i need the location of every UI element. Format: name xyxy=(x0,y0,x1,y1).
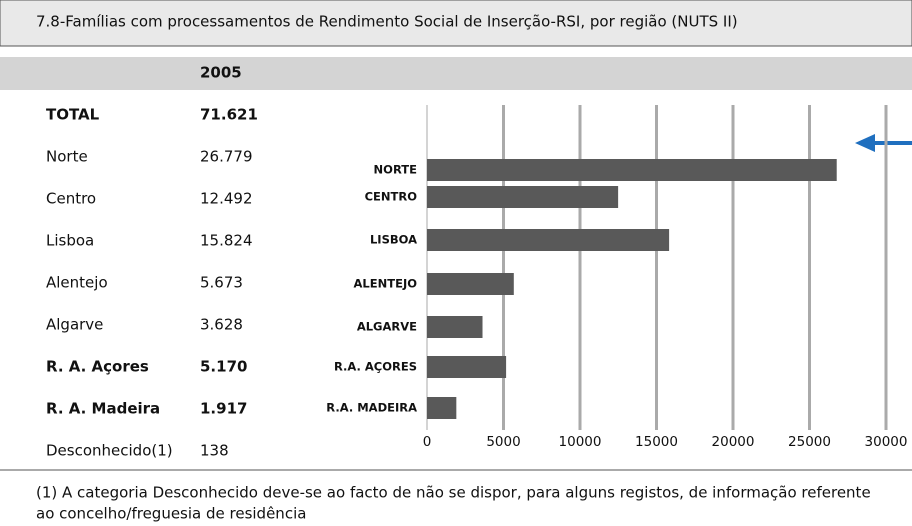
row-value: 1.917 xyxy=(200,400,247,418)
bar xyxy=(427,229,670,251)
category-label: NORTE xyxy=(374,163,418,177)
bar xyxy=(427,356,507,378)
category-label: R.A. MADEIRA xyxy=(326,401,417,415)
x-tick-label: 30000 xyxy=(865,434,908,450)
row-label: R. A. Madeira xyxy=(46,400,160,418)
x-tick-label: 15000 xyxy=(635,434,678,450)
row-label: Centro xyxy=(46,190,96,208)
category-label: LISBOA xyxy=(370,233,417,247)
bar xyxy=(427,186,619,208)
bar xyxy=(427,273,514,295)
x-tick-label: 0 xyxy=(423,434,432,450)
row-value: 15.824 xyxy=(200,232,253,250)
header-band xyxy=(0,57,912,90)
row-value: 3.628 xyxy=(200,316,243,334)
arrow xyxy=(855,134,912,152)
x-tick-label: 10000 xyxy=(559,434,602,450)
row-value: 138 xyxy=(200,442,229,460)
title: 7.8-Famílias com processamentos de Rendi… xyxy=(36,13,738,31)
row-label: TOTAL xyxy=(46,106,100,124)
x-tick-label: 20000 xyxy=(712,434,755,450)
category-label: ALGARVE xyxy=(357,320,417,334)
bar xyxy=(427,397,457,419)
category-label: CENTRO xyxy=(365,190,418,204)
x-tick-label: 25000 xyxy=(788,434,831,450)
footnote: ao concelho/freguesia de residência xyxy=(36,505,306,523)
row-label: Lisboa xyxy=(46,232,94,250)
year-header: 2005 xyxy=(200,64,242,82)
row-label: Algarve xyxy=(46,316,103,334)
row-label: Alentejo xyxy=(46,274,108,292)
row-value: 5.673 xyxy=(200,274,243,292)
category-label: ALENTEJO xyxy=(354,277,418,291)
row-value: 26.779 xyxy=(200,148,253,166)
row-label: Norte xyxy=(46,148,88,166)
row-value: 71.621 xyxy=(200,106,258,124)
bar xyxy=(427,159,837,181)
row-value: 5.170 xyxy=(200,358,247,376)
footnote: (1) A categoria Desconhecido deve-se ao … xyxy=(36,484,871,502)
bar xyxy=(427,316,483,338)
title-bar xyxy=(0,0,912,47)
row-label: R. A. Açores xyxy=(46,358,149,376)
category-label: R.A. AÇORES xyxy=(334,360,417,374)
row-value: 12.492 xyxy=(200,190,253,208)
x-tick-label: 5000 xyxy=(486,434,520,450)
row-label: Desconhecido(1) xyxy=(46,442,173,460)
